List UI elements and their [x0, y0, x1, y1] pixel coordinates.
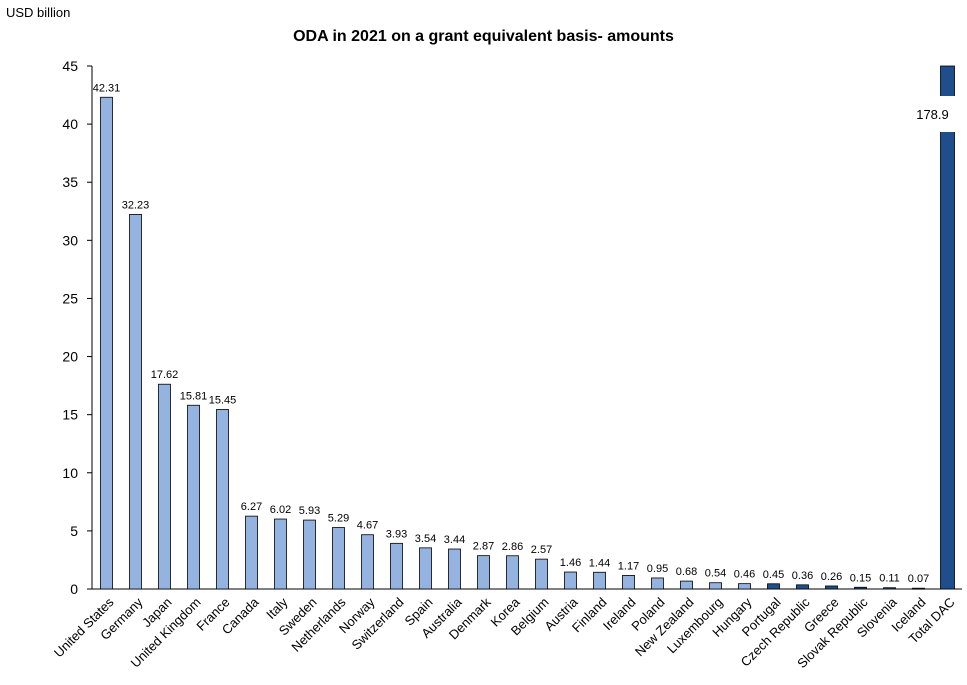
data-label: 4.67	[357, 520, 378, 532]
data-label: 3.54	[415, 533, 436, 545]
bar-luxembourg	[709, 582, 722, 590]
data-label: 5.29	[328, 513, 349, 525]
data-label: 2.86	[502, 541, 523, 553]
bar-hungary	[738, 583, 751, 590]
bar-italy	[274, 518, 287, 590]
data-label: 32.23	[122, 199, 150, 211]
y-tick-label: 35	[62, 174, 78, 190]
data-label: 5.93	[299, 505, 320, 517]
y-tick-label: 40	[62, 116, 78, 132]
data-label: 6.02	[270, 504, 291, 516]
y-tick-label: 25	[62, 290, 78, 306]
y-tick-label: 0	[70, 581, 78, 597]
y-tick-label: 45	[62, 58, 78, 74]
bar-spain	[419, 547, 432, 590]
data-label: 0.68	[676, 566, 697, 578]
bar-slovak-republic	[854, 586, 867, 590]
bar-new-zealand	[680, 580, 693, 590]
bar-greece	[825, 585, 838, 590]
y-tick-label: 20	[62, 349, 78, 365]
bar-netherlands	[332, 527, 345, 590]
bar-total-dac	[940, 65, 955, 590]
bar-australia	[448, 548, 461, 590]
data-label: 0.07	[908, 573, 929, 585]
bar-iceland	[912, 587, 925, 590]
data-label: 2.87	[473, 541, 494, 553]
bar-slovenia	[883, 587, 896, 590]
bar-united-kingdom	[187, 404, 200, 590]
y-tick-label: 15	[62, 407, 78, 423]
bar-france	[216, 409, 229, 590]
data-label: 1.17	[618, 560, 639, 572]
data-label-total-dac: 178.9	[916, 107, 949, 122]
bar-switzerland	[390, 542, 403, 590]
data-label: 3.44	[444, 534, 465, 546]
data-label: 17.62	[151, 369, 179, 381]
y-tick-label: 10	[62, 465, 78, 481]
bar-ireland	[622, 575, 635, 590]
data-label: 6.27	[241, 501, 262, 513]
bar-czech-republic	[796, 584, 809, 590]
y-tick-label: 5	[70, 523, 78, 539]
data-label: 0.54	[705, 568, 726, 580]
total-bar-break	[907, 96, 958, 132]
bar-canada	[245, 515, 258, 590]
y-tick-label: 30	[62, 232, 78, 248]
data-label: 0.11	[879, 573, 900, 585]
bar-finland	[593, 571, 606, 590]
bar-poland	[651, 577, 664, 590]
bar-portugal	[767, 583, 780, 590]
bar-korea	[506, 555, 519, 590]
chart-title: ODA in 2021 on a grant equivalent basis-…	[293, 28, 674, 45]
data-label: 0.45	[763, 569, 784, 581]
data-label: 1.46	[560, 557, 581, 569]
data-label: 0.36	[792, 570, 813, 582]
data-label: 0.15	[850, 572, 871, 584]
data-label: 3.93	[386, 528, 407, 540]
data-label: 0.46	[734, 569, 755, 581]
bar-norway	[361, 534, 374, 590]
data-label: 15.81	[180, 390, 208, 402]
y-axis-unit-label: USD billion	[6, 5, 71, 20]
data-label: 1.44	[589, 557, 610, 569]
data-label: 0.95	[647, 563, 668, 575]
data-label: 0.26	[821, 571, 842, 583]
data-label: 42.31	[93, 82, 121, 94]
bar-sweden	[303, 519, 316, 590]
bar-united-states	[100, 96, 113, 590]
bar-denmark	[477, 555, 490, 590]
data-label: 15.45	[209, 394, 237, 406]
bar-belgium	[535, 558, 548, 590]
bar-germany	[129, 214, 142, 590]
data-label: 2.57	[531, 544, 552, 556]
bar-austria	[564, 571, 577, 590]
bar-japan	[158, 383, 171, 590]
